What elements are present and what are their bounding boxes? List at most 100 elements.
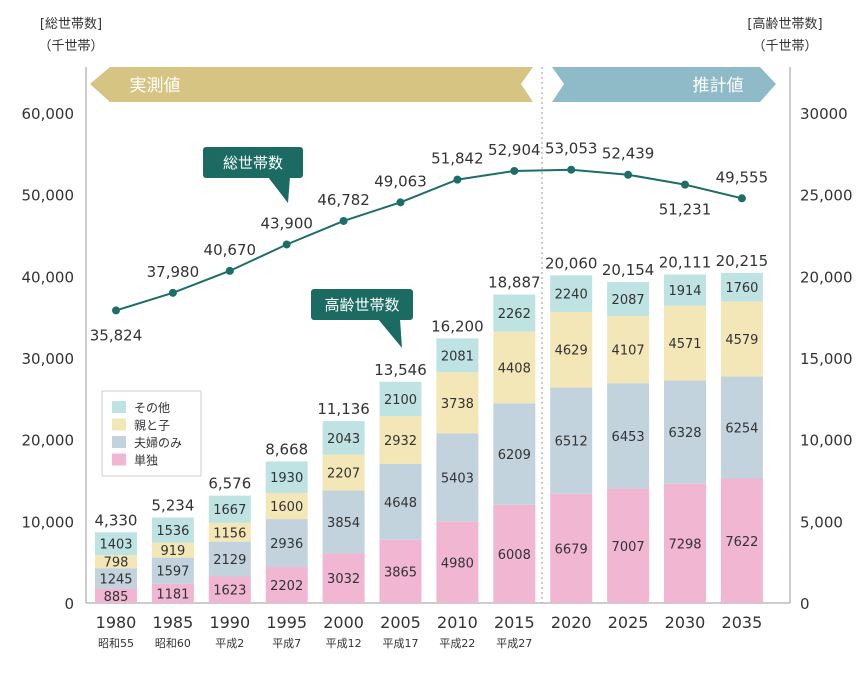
x-tick-label: 1990 bbox=[209, 613, 250, 632]
left-tick-label: 0 bbox=[64, 595, 74, 613]
right-tick-label: 15,000 bbox=[800, 350, 853, 368]
total-households-label: 35,824 bbox=[90, 326, 143, 344]
segment-value-label: 3032 bbox=[327, 572, 360, 587]
left-tick-label: 20,000 bbox=[22, 432, 75, 450]
total-households-label: 52,439 bbox=[602, 145, 655, 163]
bar-segment-単独 bbox=[664, 483, 706, 603]
segment-value-label: 1600 bbox=[270, 500, 303, 515]
bar-segment-夫婦のみ bbox=[493, 403, 536, 505]
bar-segment-単独 bbox=[95, 588, 137, 603]
x-tick-label: 1985 bbox=[153, 613, 194, 632]
era-label: 平成22 bbox=[439, 637, 475, 650]
segment-value-label: 6328 bbox=[668, 426, 701, 441]
right-tick-label: 0 bbox=[800, 595, 810, 613]
actual-banner-label: 実測値 bbox=[130, 76, 181, 96]
segment-value-label: 1597 bbox=[156, 565, 189, 580]
segment-value-label: 4980 bbox=[441, 556, 474, 571]
x-tick-label: 2025 bbox=[608, 613, 649, 632]
projected-banner bbox=[552, 67, 776, 102]
segment-value-label: 4107 bbox=[612, 344, 645, 359]
legend-label: その他 bbox=[134, 401, 170, 415]
total-households-label: 52,904 bbox=[488, 141, 541, 159]
segment-value-label: 1403 bbox=[99, 538, 132, 553]
elderly-total-label: 20,154 bbox=[602, 261, 655, 279]
bar-segment-親と子 bbox=[436, 372, 479, 434]
segment-value-label: 1760 bbox=[725, 281, 758, 296]
segment-value-label: 1623 bbox=[213, 584, 246, 599]
bar-segment-夫婦のみ bbox=[664, 380, 706, 484]
right-tick-label: 10,000 bbox=[800, 432, 853, 450]
bar-segment-その他 bbox=[379, 381, 422, 417]
segment-value-label: 2043 bbox=[327, 432, 360, 447]
segment-value-label: 7622 bbox=[725, 535, 758, 550]
bar-segment-親と子 bbox=[151, 542, 194, 558]
segment-value-label: 2240 bbox=[555, 288, 588, 303]
right-tick-label: 25,000 bbox=[800, 187, 853, 205]
bar-segment-夫婦のみ bbox=[550, 387, 593, 494]
bar-segment-夫婦のみ bbox=[95, 568, 137, 589]
total-households-point bbox=[681, 180, 689, 189]
elderly-total-label: 13,546 bbox=[374, 361, 427, 379]
x-axis-labels: 1980 昭和55 1985 昭和60 1990 平成2 1995 平成7 2000 平成12 20… bbox=[96, 613, 763, 650]
bar-segment-その他 bbox=[720, 272, 763, 302]
segment-value-label: 1667 bbox=[213, 503, 246, 518]
segment-value-label: 1536 bbox=[156, 524, 189, 539]
total-households-point bbox=[282, 240, 291, 249]
left-tick-label: 30,000 bbox=[22, 350, 75, 368]
bar-segment-親と子 bbox=[607, 316, 650, 384]
bar-segment-その他 bbox=[208, 495, 251, 523]
era-label: 平成2 bbox=[215, 637, 244, 650]
bar-segment-親と子 bbox=[95, 555, 137, 569]
segment-value-label: 4629 bbox=[555, 344, 588, 359]
elderly-total-label: 20,111 bbox=[659, 254, 712, 272]
right-axis-title: [高齢世帯数] bbox=[747, 16, 822, 32]
total-households-label: 49,063 bbox=[374, 172, 427, 190]
bar-segment-親と子 bbox=[550, 311, 593, 388]
legend-label: 夫婦のみ bbox=[134, 435, 182, 450]
total-households-label: 46,782 bbox=[317, 191, 370, 209]
bar-segment-単独 bbox=[151, 583, 194, 603]
total-households-point bbox=[112, 306, 120, 315]
elderly-total-label: 20,215 bbox=[716, 252, 769, 270]
bar-segment-夫婦のみ bbox=[607, 383, 650, 489]
x-tick-label: 2030 bbox=[665, 613, 706, 632]
bar-segment-夫婦のみ bbox=[208, 541, 251, 577]
elderly-callout-label: 高齢世帯数 bbox=[324, 296, 399, 314]
total-households-label: 53,053 bbox=[545, 140, 598, 158]
x-tick-label: 2010 bbox=[437, 613, 478, 632]
total-households-point bbox=[396, 198, 405, 207]
total-households-line bbox=[115, 168, 743, 312]
bar-segment-夫婦のみ bbox=[265, 519, 308, 568]
bar-segment-親と子 bbox=[208, 522, 251, 542]
segment-value-label: 3854 bbox=[327, 516, 360, 531]
segment-value-label: 1245 bbox=[99, 572, 132, 587]
segment-value-label: 1930 bbox=[270, 471, 303, 486]
bar-segment-その他 bbox=[664, 274, 706, 306]
bar-segment-その他 bbox=[607, 281, 650, 317]
segment-value-label: 2262 bbox=[498, 307, 531, 322]
total-households-point bbox=[737, 194, 746, 203]
segment-value-label: 2100 bbox=[384, 393, 417, 408]
segment-value-label: 6209 bbox=[498, 448, 531, 463]
era-label: 昭和60 bbox=[155, 637, 191, 650]
bar-segment-単独 bbox=[208, 576, 251, 603]
segment-value-label: 2087 bbox=[612, 293, 645, 308]
total-households-point bbox=[168, 288, 177, 297]
segment-value-label: 6254 bbox=[725, 421, 758, 436]
segment-value-label: 6008 bbox=[498, 548, 531, 563]
total-households-point bbox=[624, 170, 633, 179]
elderly-total-label: 20,060 bbox=[545, 254, 598, 272]
bar-segment-単独 bbox=[379, 539, 422, 603]
right-tick-label: 5,000 bbox=[800, 513, 843, 531]
total-callout: 総世帯数 bbox=[203, 147, 303, 203]
bar-segment-その他 bbox=[436, 338, 479, 373]
segment-value-label: 798 bbox=[104, 556, 129, 571]
segment-value-label: 919 bbox=[160, 544, 185, 559]
bar-segment-単独 bbox=[493, 504, 536, 603]
right-axis-ticks: 0 5,000 10,000 15,000 20,000 25,000 30000 bbox=[800, 105, 853, 613]
segment-value-label: 4571 bbox=[668, 337, 701, 352]
total-households-line-layer: 35,824 37,98040,67043,90046,78249,06351,8… bbox=[90, 140, 768, 345]
total-households-point bbox=[453, 175, 462, 184]
